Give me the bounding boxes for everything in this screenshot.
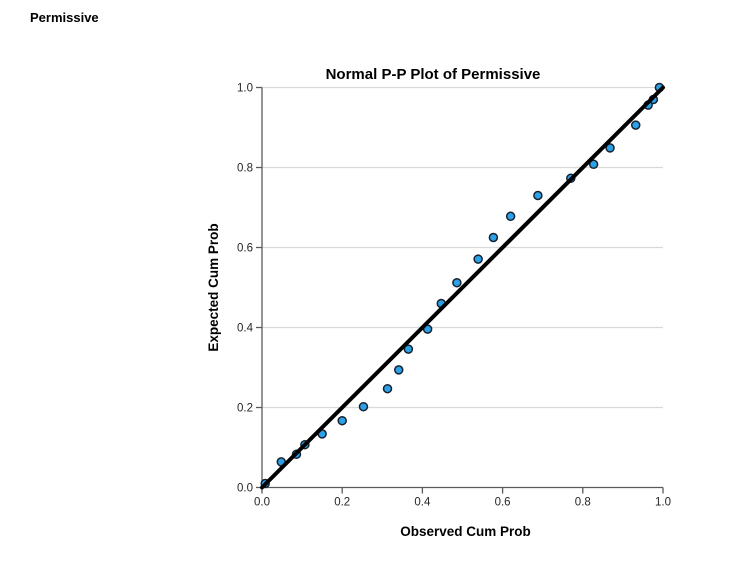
- x-axis-label: Observed Cum Prob: [400, 524, 531, 539]
- x-tick-label: 0.2: [334, 497, 350, 509]
- y-tick-label: 1.0: [237, 83, 253, 95]
- x-tick-label: 0.4: [414, 497, 431, 509]
- y-tick-label: 0.8: [237, 163, 253, 175]
- data-point: [358, 401, 369, 412]
- y-tick-label: 0.0: [237, 483, 253, 495]
- x-tick-label: 0.8: [575, 497, 591, 509]
- x-tick-label: 0.0: [254, 497, 270, 509]
- data-point: [505, 211, 516, 222]
- data-point: [488, 232, 499, 243]
- reference-line: [260, 85, 665, 490]
- data-point: [473, 254, 483, 264]
- y-tick-label: 0.2: [237, 403, 253, 415]
- y-tick-label: 0.4: [237, 323, 254, 335]
- y-axis-label: Expected Cum Prob: [206, 223, 221, 351]
- data-point: [393, 365, 404, 375]
- data-point: [452, 277, 462, 288]
- data-point: [533, 190, 543, 201]
- section-heading: Permissive: [30, 10, 99, 25]
- data-point: [403, 344, 414, 354]
- data-point: [605, 143, 615, 153]
- chart-title: Normal P-P Plot of Permissive: [326, 66, 541, 83]
- data-point: [630, 120, 641, 130]
- x-tick-label: 1.0: [655, 497, 671, 509]
- x-tick-label: 0.6: [495, 497, 511, 509]
- data-point: [382, 383, 393, 394]
- y-tick-label: 0.6: [237, 243, 253, 255]
- data-point: [588, 159, 599, 170]
- data-point: [337, 415, 347, 426]
